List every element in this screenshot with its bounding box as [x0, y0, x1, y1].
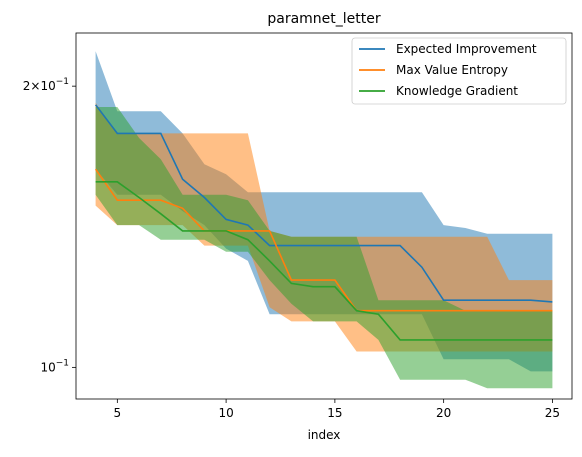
plot-frame [75, 32, 573, 400]
band-series-2 [95, 107, 553, 389]
legend-label: Knowledge Gradient [396, 84, 518, 98]
x-axis-label: index [308, 428, 341, 442]
x-tick-label: 20 [436, 406, 451, 420]
legend-label: Max Value Entropy [396, 63, 508, 77]
x-tick-label: 25 [545, 406, 560, 420]
x-axis: 5 10 15 20 25 [114, 399, 560, 420]
x-tick-label: 10 [218, 406, 233, 420]
y-tick-label: 2×10−1 [23, 77, 69, 93]
legend-frame [351, 37, 567, 105]
legend-label: Expected Improvement [396, 42, 537, 56]
y-tick-label: 10−1 [40, 358, 69, 374]
chart-title: paramnet_letter [267, 11, 381, 27]
series-lines [94, 104, 553, 341]
x-tick-label: 5 [114, 406, 122, 420]
band-series-1 [95, 102, 553, 352]
line-series-0 [94, 104, 553, 303]
line-series-1 [94, 168, 553, 312]
x-tick-label: 15 [327, 406, 342, 420]
legend: Expected Improvement Max Value Entropy Kno… [351, 37, 567, 105]
line-series-2 [95, 181, 553, 341]
y-axis: 2×10−1 10−1 [23, 77, 76, 374]
